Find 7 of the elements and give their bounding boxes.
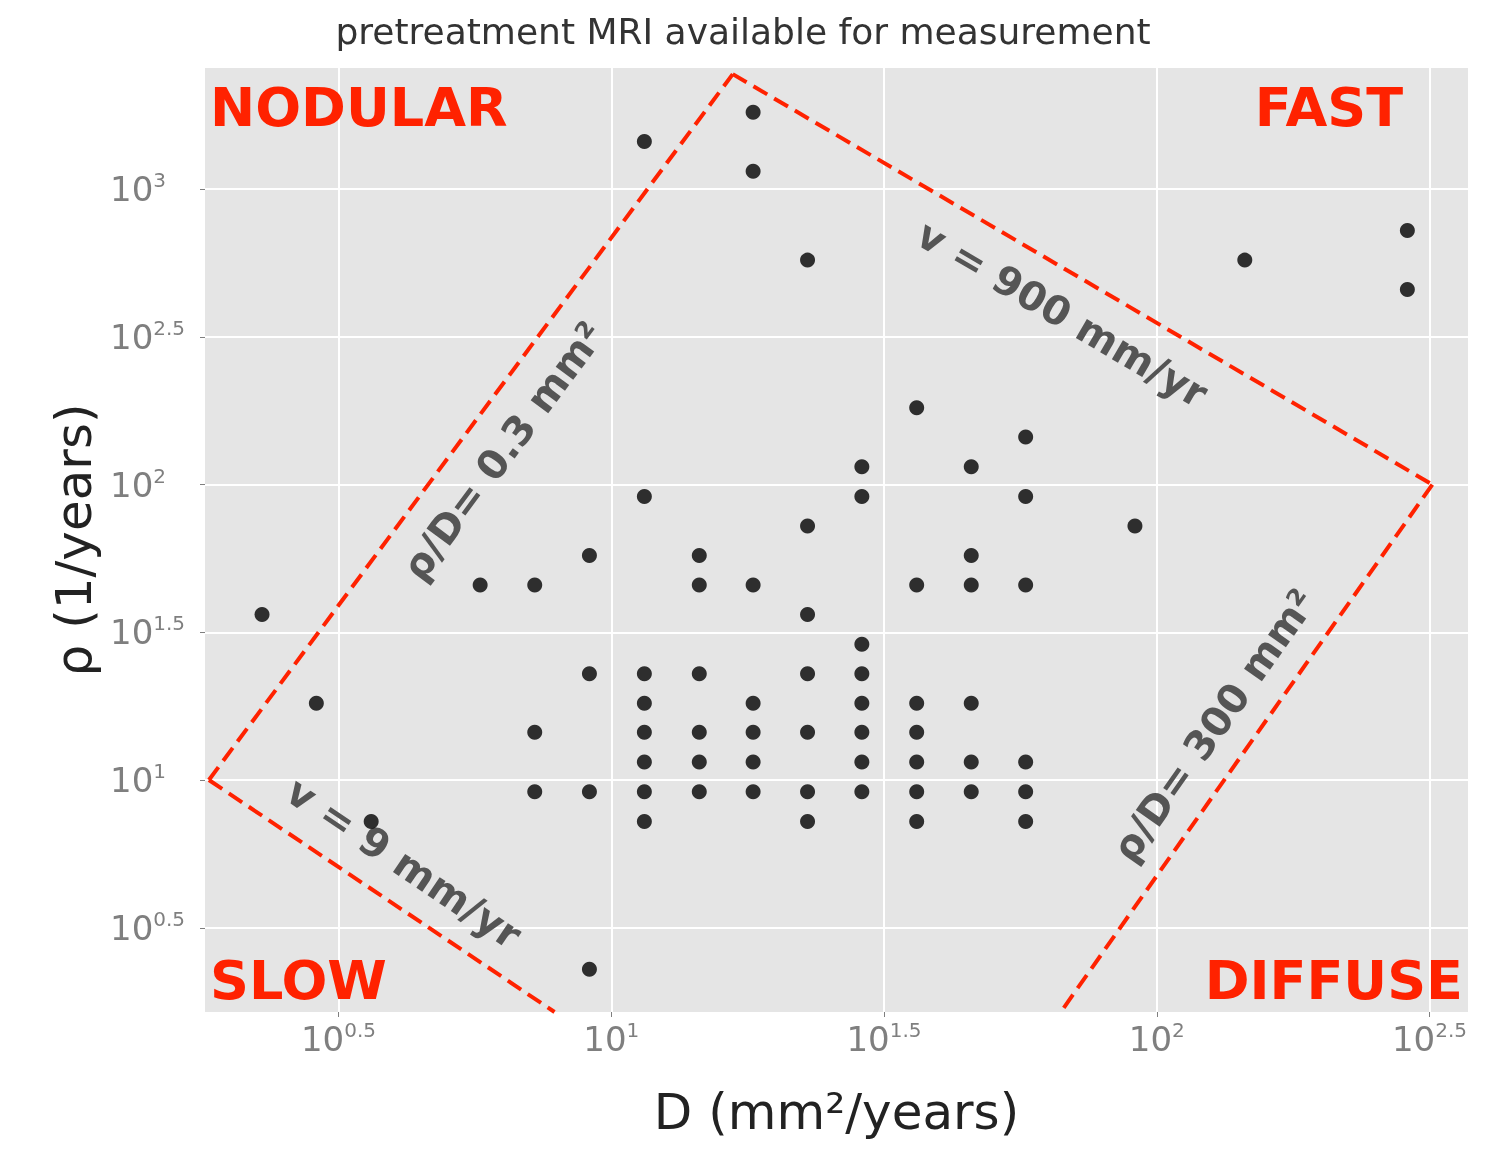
annotation: NODULAR [210, 75, 508, 139]
x-axis-title: D (mm²/years) [653, 1083, 1020, 1141]
annotation: DIFFUSE [1204, 948, 1463, 1012]
chart-title: pretreatment MRI available for measurement [335, 10, 1151, 52]
annotation: SLOW [210, 948, 387, 1012]
annotation: FAST [1254, 75, 1404, 139]
y-axis-title: ρ (1/years) [45, 403, 104, 677]
